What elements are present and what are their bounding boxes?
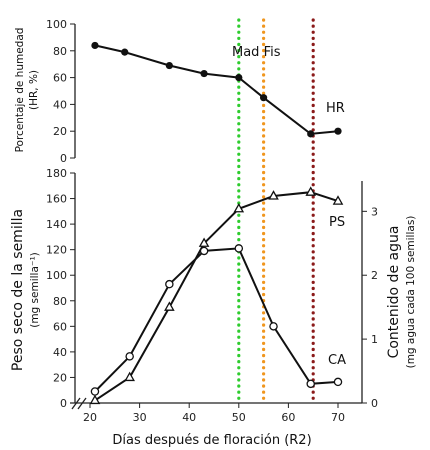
bottom-y-tick-label: 100 xyxy=(46,269,67,282)
annotation-mad-fis: Mad Fis xyxy=(232,45,281,60)
x-axis-break xyxy=(71,397,87,410)
series-line-ca xyxy=(94,247,339,393)
point-ca xyxy=(306,379,315,389)
bottom-y-tick-label: 80 xyxy=(53,295,67,308)
point-ps xyxy=(268,190,279,200)
point-ps xyxy=(305,186,317,196)
bottom-y-tick-label: 160 xyxy=(46,193,67,206)
top-y-tick-label: 100 xyxy=(46,18,67,31)
point-ca xyxy=(90,387,100,396)
bottom-y-tick-label: 60 xyxy=(53,320,67,333)
point-hr xyxy=(91,41,99,50)
point-ca xyxy=(125,352,134,361)
point-hr xyxy=(235,74,243,82)
annotation-hr: HR xyxy=(326,101,345,116)
annotation-ca: CA xyxy=(328,353,346,368)
point-ca xyxy=(234,244,244,253)
top-y-tick-label: 60 xyxy=(53,72,67,85)
top-y-tick-label: 20 xyxy=(53,125,67,138)
point-ca xyxy=(165,279,174,289)
point-ca xyxy=(199,246,209,256)
point-ps xyxy=(332,195,344,205)
bottom-y-tick-label: 180 xyxy=(46,167,67,180)
x-axis-label: Días después de floración (R2) xyxy=(112,433,311,448)
bottom-y2-tick-label: 2 xyxy=(371,269,378,282)
series-line-ps xyxy=(94,191,339,402)
point-hr xyxy=(334,127,342,135)
point-ps xyxy=(164,301,175,311)
bottom-y2-tick-label: 0 xyxy=(371,397,378,410)
x-tick-label: 20 xyxy=(83,411,97,424)
bottom-y-tick-label: 40 xyxy=(53,346,67,359)
right-ylabel-line1: Contenido de agua xyxy=(386,226,402,359)
top-y-tick-label: 80 xyxy=(53,45,67,58)
x-tick-label: 50 xyxy=(232,411,246,424)
bottom-y2-tick-label: 3 xyxy=(371,205,378,218)
point-ps xyxy=(89,394,101,405)
point-ca xyxy=(269,322,278,331)
top-ylabel-line1: Porcentaje de humedad xyxy=(14,28,26,153)
top-y-tick-label: 0 xyxy=(60,152,67,165)
bottom-y2-tick-label: 1 xyxy=(371,333,378,346)
point-hr xyxy=(165,61,173,70)
series-line-hr xyxy=(94,44,339,135)
bottom-y-tick-label: 20 xyxy=(53,371,67,384)
right-ylabel-line2: (mg agua cada 100 semillas) xyxy=(405,216,417,369)
point-hr xyxy=(260,94,268,102)
bottom-ylabel-line1: Peso seco de la semilla xyxy=(10,209,26,371)
point-ca xyxy=(333,377,343,387)
point-ps xyxy=(124,371,135,382)
x-tick-label: 30 xyxy=(133,411,147,424)
x-tick-label: 70 xyxy=(331,411,345,424)
point-hr xyxy=(307,130,315,138)
bottom-y-tick-label: 120 xyxy=(46,244,67,257)
top-ylabel-line2: (HR, %) xyxy=(28,70,40,110)
point-ps xyxy=(233,202,245,213)
x-tick-label: 40 xyxy=(182,411,196,424)
bottom-y-tick-label: 140 xyxy=(46,218,67,231)
top-y-tick-label: 40 xyxy=(53,98,67,111)
point-hr xyxy=(200,69,208,78)
x-tick-label: 60 xyxy=(281,411,295,424)
point-hr xyxy=(121,48,129,56)
bottom-y-tick-label: 0 xyxy=(60,397,67,410)
point-ps xyxy=(198,237,210,247)
annotation-ps: PS xyxy=(329,215,345,230)
bottom-ylabel-line2: (mg semilla⁻¹) xyxy=(29,252,41,328)
